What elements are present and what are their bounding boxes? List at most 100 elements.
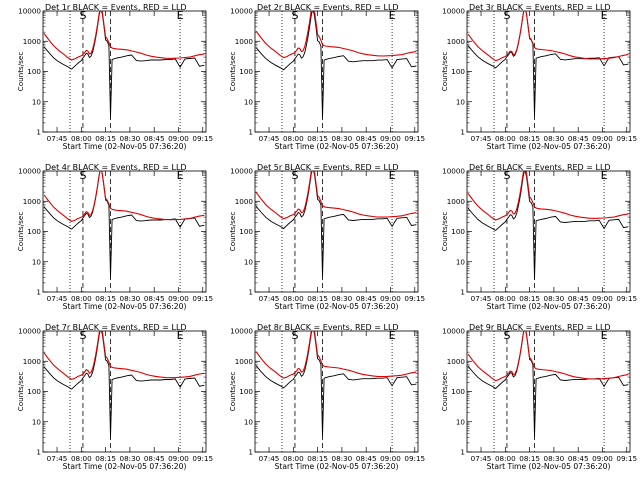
- x-tick-label: 08:45: [144, 454, 165, 463]
- flag-marker-e: E: [601, 169, 608, 182]
- x-tick-label: 08:45: [144, 134, 165, 143]
- plot-area: [467, 11, 629, 117]
- plot-frame: [42, 170, 207, 293]
- y-tick-label: 1000: [447, 37, 466, 46]
- y-tick-label: 10000: [442, 327, 465, 336]
- x-tick-label: 08:30: [120, 294, 141, 303]
- y-tick-label: 100: [27, 227, 41, 236]
- x-tick-label: 08:00: [71, 294, 92, 303]
- y-tick-label: 100: [451, 67, 465, 76]
- plot-area: [467, 331, 629, 437]
- plot-frame: [466, 10, 631, 133]
- lld-series-line: [43, 171, 205, 223]
- y-tick-label: 1: [460, 128, 465, 137]
- y-tick-label: 100: [239, 387, 253, 396]
- y-tick-label: 10000: [230, 327, 253, 336]
- plot-frame: [254, 170, 419, 293]
- plot-frame: [42, 10, 207, 133]
- x-tick-label: 07:45: [259, 134, 280, 143]
- x-tick-label: 09:15: [192, 134, 213, 143]
- x-tick-label: 09:00: [168, 454, 189, 463]
- lld-series-line: [467, 331, 629, 382]
- events-series-line: [255, 171, 417, 277]
- x-tick-label: 08:30: [332, 294, 353, 303]
- x-tick-label: 08:45: [144, 294, 165, 303]
- y-axis-label: Counts/sec: [228, 52, 237, 92]
- y-tick-label: 10: [244, 257, 254, 266]
- y-axis-label: Counts/sec: [228, 372, 237, 412]
- y-axis-label: Counts/sec: [16, 372, 25, 412]
- y-axis-label: Counts/sec: [440, 212, 449, 252]
- lld-series-line: [255, 11, 417, 59]
- y-tick-label: 10000: [442, 7, 465, 16]
- x-tick-label: 08:30: [120, 454, 141, 463]
- x-tick-label: 08:15: [307, 294, 328, 303]
- x-axis-label: Start Time (02-Nov-05 07:36:20): [63, 302, 187, 311]
- panel-title: Det 7r BLACK = Events, RED = LLD: [45, 323, 187, 332]
- plot-frame: [42, 330, 207, 453]
- y-tick-label: 10000: [18, 327, 41, 336]
- x-tick-label: 09:15: [404, 134, 425, 143]
- y-tick-label: 10: [32, 417, 42, 426]
- flag-marker-s: S: [79, 169, 86, 182]
- flag-marker-e: E: [601, 9, 608, 22]
- plot-frame: [466, 330, 631, 453]
- x-axis-label: Start Time (02-Nov-05 07:36:20): [63, 462, 187, 471]
- x-tick-label: 09:15: [192, 454, 213, 463]
- x-tick-label: 08:15: [519, 454, 540, 463]
- x-tick-label: 08:45: [568, 134, 589, 143]
- flag-marker-s: S: [79, 329, 86, 342]
- y-tick-label: 1000: [235, 37, 254, 46]
- x-tick-label: 09:00: [592, 454, 613, 463]
- y-tick-label: 10: [244, 417, 254, 426]
- x-tick-label: 09:00: [592, 134, 613, 143]
- panel-title: Det 2r BLACK = Events, RED = LLD: [257, 3, 399, 12]
- y-tick-label: 10: [456, 97, 466, 106]
- panel-title: Det 5r BLACK = Events, RED = LLD: [257, 163, 399, 172]
- y-tick-label: 10: [456, 257, 466, 266]
- lld-series-line: [467, 171, 629, 221]
- x-tick-label: 08:00: [495, 134, 516, 143]
- y-tick-label: 1: [36, 128, 41, 137]
- panel-title: Det 4r BLACK = Events, RED = LLD: [45, 163, 187, 172]
- x-tick-label: 08:00: [495, 454, 516, 463]
- y-tick-label: 100: [451, 387, 465, 396]
- y-tick-label: 10000: [230, 167, 253, 176]
- x-tick-label: 09:00: [380, 294, 401, 303]
- flag-marker-s: S: [503, 169, 510, 182]
- y-axis-label: Counts/sec: [16, 212, 25, 252]
- x-tick-label: 08:30: [332, 454, 353, 463]
- plot-frame: [466, 170, 631, 293]
- x-tick-label: 08:15: [95, 134, 116, 143]
- x-tick-label: 08:45: [356, 454, 377, 463]
- x-tick-label: 08:15: [95, 294, 116, 303]
- y-tick-label: 100: [239, 67, 253, 76]
- x-tick-label: 09:15: [616, 294, 637, 303]
- events-series-line: [467, 171, 629, 280]
- x-tick-label: 07:45: [47, 134, 68, 143]
- flag-marker-s: S: [503, 9, 510, 22]
- plot-area: [255, 171, 417, 277]
- x-tick-label: 08:30: [544, 454, 565, 463]
- panel-title: Det 8r BLACK = Events, RED = LLD: [257, 323, 399, 332]
- y-tick-label: 100: [239, 227, 253, 236]
- y-tick-label: 1: [460, 448, 465, 457]
- y-axis-label: Counts/sec: [440, 52, 449, 92]
- x-tick-label: 08:45: [356, 134, 377, 143]
- y-tick-label: 10: [32, 97, 42, 106]
- y-tick-label: 10000: [18, 7, 41, 16]
- flag-marker-s: S: [79, 9, 86, 22]
- lld-series-line: [43, 11, 205, 61]
- x-tick-label: 09:15: [616, 454, 637, 463]
- y-tick-label: 1000: [23, 37, 42, 46]
- flag-marker-s: S: [291, 169, 298, 182]
- events-series-line: [255, 11, 417, 119]
- plot-area: [43, 11, 205, 118]
- y-tick-label: 1000: [235, 197, 254, 206]
- x-tick-label: 08:45: [568, 294, 589, 303]
- x-tick-label: 07:45: [47, 454, 68, 463]
- x-tick-label: 08:00: [283, 134, 304, 143]
